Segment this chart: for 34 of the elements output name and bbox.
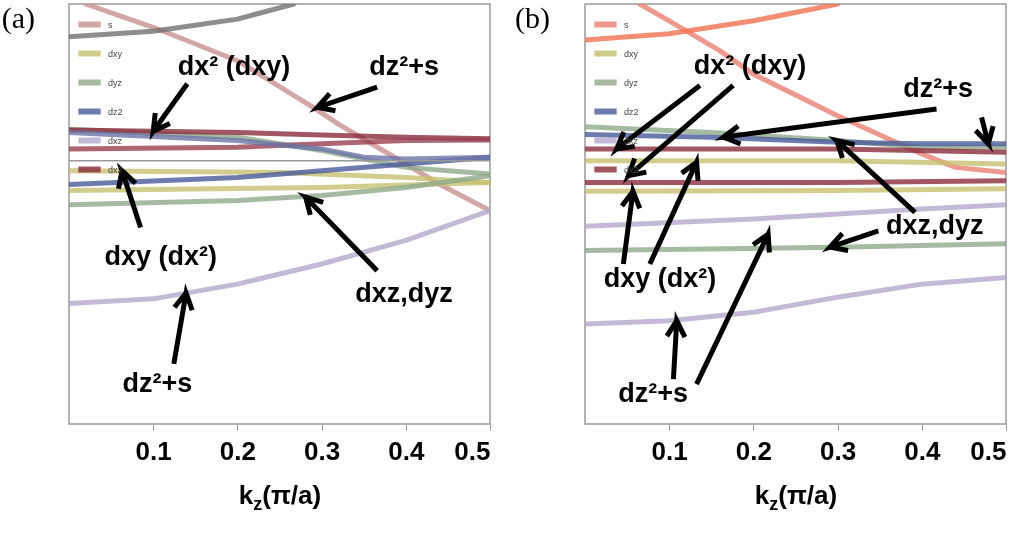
annotation: dxz,dyz (355, 277, 453, 308)
x-tick-label: 0.5 (970, 435, 1007, 466)
annotation: dz²+s (618, 378, 689, 409)
x-tick-label: 0.5 (454, 435, 491, 466)
x-tick-label: 0.3 (820, 435, 857, 466)
legend-label: dz2 (624, 106, 639, 117)
chart-title: (a) (1, 1, 35, 35)
annotation: dz²+s (903, 72, 974, 103)
x-axis-title: k$_{z}$(π/a) (238, 479, 322, 514)
chart-title: (b) (515, 1, 551, 35)
annotation: dz²+s (122, 368, 193, 399)
legend-label: dxy (108, 48, 123, 59)
x-tick-label: 0.3 (304, 435, 341, 466)
x-tick-label: 0.2 (735, 435, 772, 466)
legend-label: dxz (624, 135, 639, 146)
legend-label: dxy (624, 48, 639, 59)
legend-label: s (108, 19, 113, 30)
annotation: dx² (dxy) (177, 51, 291, 82)
annotation: dx² (dxy) (693, 49, 807, 80)
annotation: dz²+s (369, 51, 440, 82)
legend-label: dyz (624, 77, 639, 88)
annotation: dxy (dx²) (603, 263, 717, 294)
annotation: dxz,dyz (886, 209, 984, 240)
x-tick-label: 0.2 (219, 435, 256, 466)
x-tick-label: 0.4 (388, 435, 425, 466)
legend-label: dxz (108, 135, 123, 146)
legend-label: dz2 (108, 106, 123, 117)
x-axis-title: k$_{z}$(π/a) (754, 479, 838, 514)
x-tick-label: 0.4 (904, 435, 941, 466)
legend-label: s (624, 19, 629, 30)
x-tick-label: 0.1 (651, 435, 688, 466)
x-tick-label: 0.1 (135, 435, 172, 466)
annotation: dxy (dx²) (104, 241, 218, 272)
legend-label: dyz (108, 77, 123, 88)
